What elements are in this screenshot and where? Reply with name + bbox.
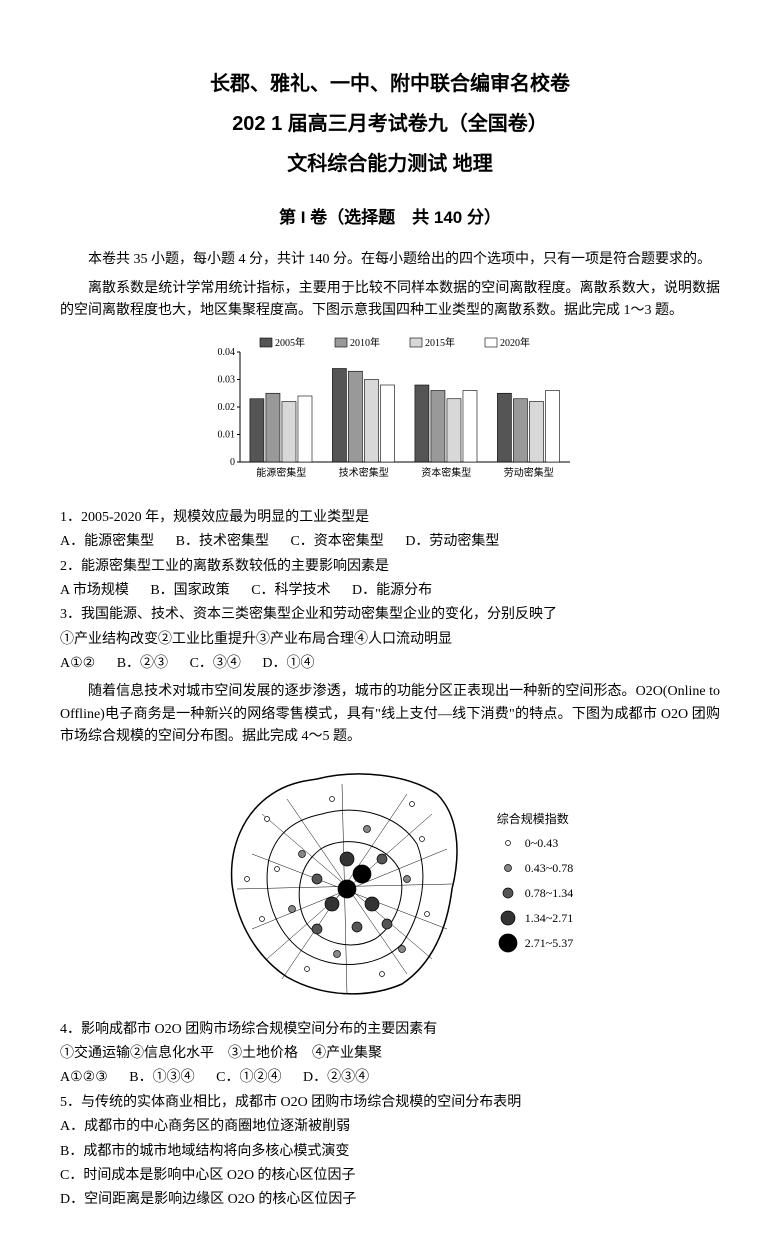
svg-text:0: 0 bbox=[230, 457, 235, 468]
legend-item: 0.43~0.78 bbox=[497, 857, 574, 879]
legend-item: 1.34~2.71 bbox=[497, 907, 574, 929]
intro-text: 本卷共 35 小题，每小题 4 分，共计 140 分。在每小题给出的四个选项中，… bbox=[60, 249, 720, 271]
title-line-2: 202 1 届高三月考试卷九（全国卷） bbox=[60, 108, 720, 140]
legend-title: 综合规模指数 bbox=[497, 810, 574, 829]
legend-label: 0.43~0.78 bbox=[525, 859, 574, 878]
legend-swatch-icon bbox=[497, 857, 519, 879]
legend-swatch-icon bbox=[497, 832, 519, 854]
q1-opt-d: D．劳动密集型 bbox=[405, 531, 499, 553]
section-title: 第 I 卷（选择题 共 140 分） bbox=[60, 204, 720, 231]
q5-opt-a: A．成都市的中心商务区的商圈地位逐渐被削弱 bbox=[60, 1116, 720, 1138]
legend-swatch-icon bbox=[497, 932, 519, 954]
question-1: 1．2005-2020 年，规模效应最为明显的工业类型是 bbox=[60, 507, 720, 529]
title-line-3: 文科综合能力测试 地理 bbox=[60, 148, 720, 180]
q4-opt-b: B．①③④ bbox=[129, 1067, 194, 1089]
q4-opt-d: D．②③④ bbox=[303, 1067, 369, 1089]
map-legend: 综合规模指数 0~0.43 0.43~0.78 0.78~1.34 1.34~2.71… bbox=[497, 810, 574, 957]
legend-item: 0~0.43 bbox=[497, 832, 574, 854]
legend-item: 2.71~5.37 bbox=[497, 932, 574, 954]
q2-opt-c: C．科学技术 bbox=[251, 580, 330, 602]
svg-text:2020年: 2020年 bbox=[500, 336, 530, 349]
map-figure: 综合规模指数 0~0.43 0.43~0.78 0.78~1.34 1.34~2.71… bbox=[60, 759, 720, 1009]
question-2-options: A 市场规模 B．国家政策 C．科学技术 D．能源分布 bbox=[60, 580, 720, 602]
svg-text:0.03: 0.03 bbox=[218, 375, 236, 386]
q3-opt-b: B．②③ bbox=[117, 653, 168, 675]
passage-2: 随着信息技术对城市空间发展的逐步渗透，城市的功能分区正表现出一种新的空间形态。O… bbox=[60, 681, 720, 748]
svg-text:0.01: 0.01 bbox=[218, 430, 236, 441]
legend-label: 1.34~2.71 bbox=[525, 909, 574, 928]
bar-chart: 2005年 2010年 2015年 2020年 0 0.01 0.02 0.03 0.04 能源密… bbox=[60, 330, 720, 498]
question-5: 5．与传统的实体商业相比，成都市 O2O 团购市场综合规模的空间分布表明 bbox=[60, 1092, 720, 1114]
q5-opt-b: B．成都市的城市地域结构将向多核心模式演变 bbox=[60, 1141, 720, 1163]
question-3-sub: ①产业结构改变②工业比重提升③产业布局合理④人口流动明显 bbox=[60, 629, 720, 651]
q5-opt-d: D．空间距离是影响边缘区 O2O 的核心区位因子 bbox=[60, 1189, 720, 1211]
svg-text:0.04: 0.04 bbox=[218, 347, 236, 358]
question-1-options: A．能源密集型 B．技术密集型 C．资本密集型 D．劳动密集型 bbox=[60, 531, 720, 553]
legend-label: 0.78~1.34 bbox=[525, 884, 574, 903]
question-4: 4．影响成都市 O2O 团购市场综合规模空间分布的主要因素有 bbox=[60, 1019, 720, 1041]
legend-swatch-icon bbox=[497, 907, 519, 929]
q5-opt-c: C．时间成本是影响中心区 O2O 的核心区位因子 bbox=[60, 1165, 720, 1187]
q2-opt-a: A 市场规模 bbox=[60, 580, 129, 602]
svg-text:2015年: 2015年 bbox=[425, 336, 455, 349]
question-2: 2．能源密集型工业的离散系数较低的主要影响因素是 bbox=[60, 556, 720, 578]
svg-text:技术密集型: 技术密集型 bbox=[339, 466, 389, 479]
question-4-sub: ①交通运输②信息化水平 ③土地价格 ④产业集聚 bbox=[60, 1043, 720, 1065]
q3-opt-a: A①② bbox=[60, 653, 95, 675]
question-3: 3．我国能源、技术、资本三类密集型企业和劳动密集型企业的变化，分别反映了 bbox=[60, 604, 720, 626]
q4-opt-c: C．①②④ bbox=[216, 1067, 281, 1089]
legend-label: 0~0.43 bbox=[525, 834, 559, 853]
q1-opt-a: A．能源密集型 bbox=[60, 531, 154, 553]
passage-1: 离散系数是统计学常用统计指标，主要用于比较不同样本数据的空间离散程度。离散系数大… bbox=[60, 278, 720, 323]
svg-text:2005年: 2005年 bbox=[275, 336, 305, 349]
q4-opt-a: A①②③ bbox=[60, 1067, 108, 1089]
title-line-1: 长郡、雅礼、一中、附中联合编审名校卷 bbox=[60, 68, 720, 100]
q3-opt-c: C．③④ bbox=[190, 653, 241, 675]
q2-opt-d: D．能源分布 bbox=[352, 580, 432, 602]
question-4-options: A①②③ B．①③④ C．①②④ D．②③④ bbox=[60, 1067, 720, 1089]
legend-label: 2.71~5.37 bbox=[525, 934, 574, 953]
svg-text:能源密集型: 能源密集型 bbox=[256, 466, 306, 479]
svg-text:0.02: 0.02 bbox=[218, 402, 236, 413]
svg-text:2010年: 2010年 bbox=[350, 336, 380, 349]
q1-opt-b: B．技术密集型 bbox=[176, 531, 269, 553]
svg-text:劳动密集型: 劳动密集型 bbox=[504, 466, 554, 479]
legend-swatch-icon bbox=[497, 882, 519, 904]
legend-item: 0.78~1.34 bbox=[497, 882, 574, 904]
q2-opt-b: B．国家政策 bbox=[150, 580, 229, 602]
question-3-options: A①② B．②③ C．③④ D．①④ bbox=[60, 653, 720, 675]
q3-opt-d: D．①④ bbox=[262, 653, 314, 675]
svg-text:资本密集型: 资本密集型 bbox=[421, 466, 471, 479]
q1-opt-c: C．资本密集型 bbox=[290, 531, 383, 553]
